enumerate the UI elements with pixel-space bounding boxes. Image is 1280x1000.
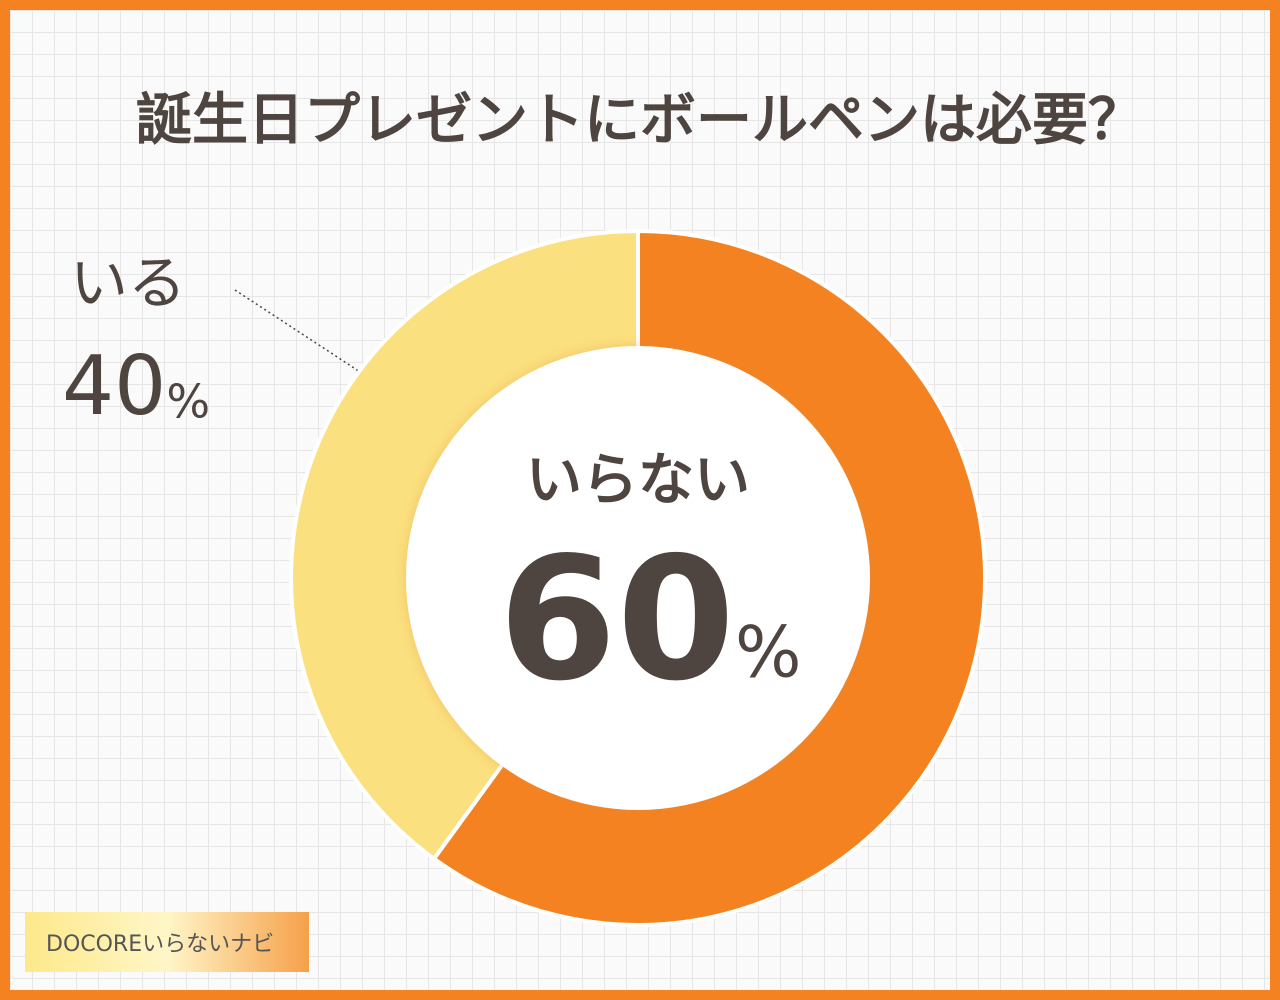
brand-box: [25, 912, 309, 972]
donut-hole: [406, 346, 870, 810]
brand: DOCOREいらないナビ: [46, 932, 274, 957]
chart-title: 誕生日プレゼントにボールペンは必要？: [136, 88, 1144, 153]
value-label: 60%: [498, 521, 801, 719]
category-label: いらない: [526, 448, 750, 513]
category-label: いる: [70, 249, 186, 317]
value-label: 40%: [62, 339, 210, 434]
